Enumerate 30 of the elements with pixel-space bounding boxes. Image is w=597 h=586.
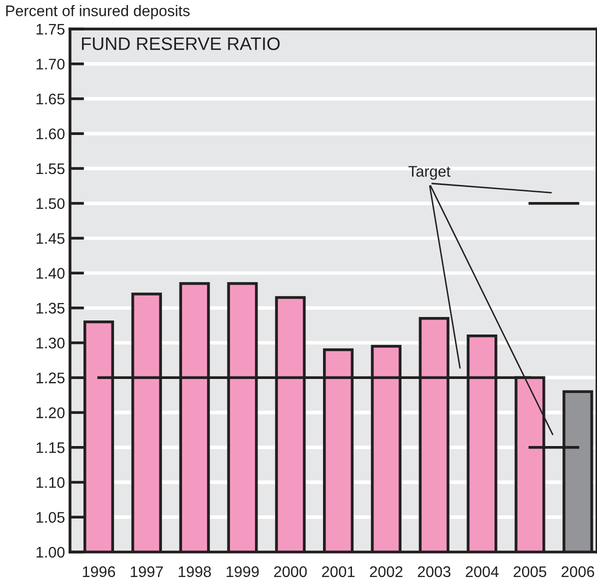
x-tick-label: 2003 xyxy=(418,566,450,578)
x-tick-label: 2002 xyxy=(370,566,402,578)
y-tick-label: 1.60 xyxy=(36,128,65,140)
x-tick-label: 2005 xyxy=(514,566,546,578)
y-tick-label: 1.30 xyxy=(36,338,65,348)
y-tick-label: 1.50 xyxy=(36,198,65,210)
chart-title: FUND RESERVE RATIO xyxy=(82,37,280,50)
y-tick-label: 1.15 xyxy=(36,442,64,454)
x-tick-label: 2001 xyxy=(322,566,355,578)
y-tick-label: 1.10 xyxy=(36,477,65,488)
x-tick-label: 1999 xyxy=(226,566,259,578)
x-tick-label: 2004 xyxy=(466,566,499,578)
y-tick-label: 1.35 xyxy=(36,302,64,314)
x-tick-label: 2000 xyxy=(274,566,307,578)
y-axis-title: Percent of insured deposits xyxy=(6,5,190,20)
y-tick-label: 1.55 xyxy=(36,163,64,174)
x-tick-label: 1997 xyxy=(130,566,163,578)
y-tick-label: 1.45 xyxy=(36,233,64,244)
y-tick-label: 1.65 xyxy=(36,94,64,104)
y-tick-label: 1.70 xyxy=(36,58,65,70)
x-tick-label: 1998 xyxy=(178,566,211,578)
y-tick-label: 1.05 xyxy=(36,512,64,523)
y-tick-label: 1.25 xyxy=(36,372,64,384)
y-tick-label: 1.00 xyxy=(36,546,65,558)
y-tick-label: 1.40 xyxy=(36,268,65,279)
x-tick-label: 1996 xyxy=(82,566,116,578)
y-tick-label: 1.75 xyxy=(36,24,64,35)
annotation: Target xyxy=(408,166,450,180)
x-tick-label: 2006 xyxy=(562,566,594,578)
y-tick-label: 1.20 xyxy=(36,407,65,418)
